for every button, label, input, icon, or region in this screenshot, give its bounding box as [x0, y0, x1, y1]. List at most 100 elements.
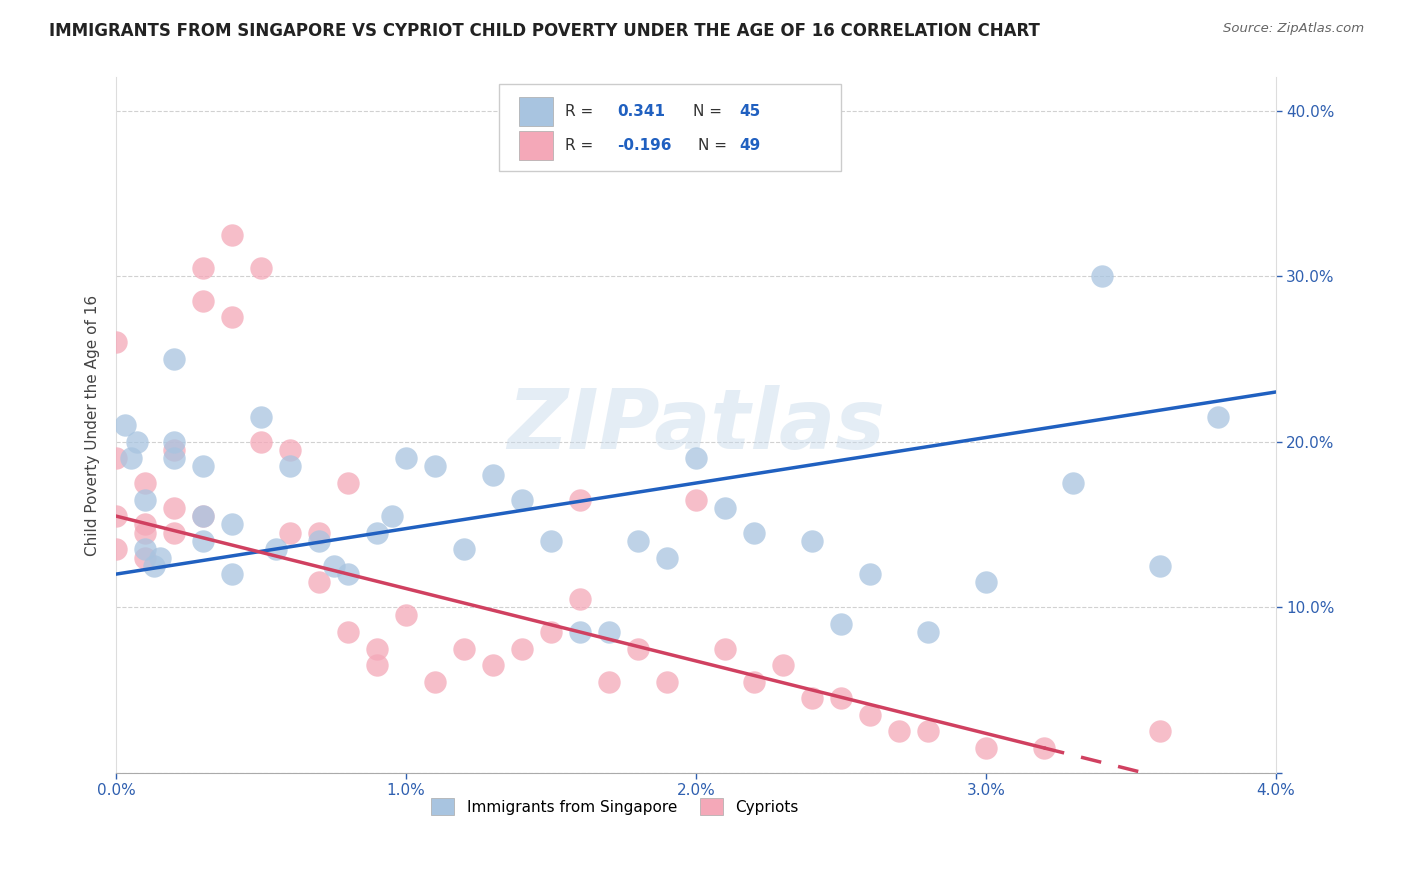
Point [250, 434, 273, 449]
Text: -0.196: -0.196 [617, 138, 672, 153]
Point [1149, 558, 1171, 573]
Point [569, 492, 592, 507]
Point [540, 625, 562, 640]
Point [143, 558, 166, 573]
Point [569, 591, 592, 606]
Text: N =: N = [699, 138, 733, 153]
Point [322, 558, 344, 573]
Point [598, 674, 620, 689]
Point [772, 658, 794, 673]
Point [193, 509, 215, 524]
Point [540, 533, 562, 548]
Point [830, 691, 852, 706]
Point [337, 625, 360, 640]
Point [149, 550, 172, 565]
Point [278, 442, 301, 457]
Point [163, 434, 186, 449]
Point [114, 418, 136, 433]
Point [859, 707, 882, 722]
Point [714, 500, 737, 515]
Point [381, 509, 404, 524]
Point [337, 567, 360, 582]
Point [221, 310, 243, 325]
Point [887, 724, 910, 739]
Point [917, 625, 939, 640]
Point [337, 476, 360, 491]
Point [308, 575, 330, 590]
Point [134, 525, 156, 540]
Point [105, 509, 128, 524]
Point [974, 740, 997, 755]
Point [482, 658, 505, 673]
Text: R =: R = [565, 104, 603, 120]
Point [193, 533, 215, 548]
Point [134, 476, 156, 491]
Point [510, 641, 533, 656]
Point [598, 625, 620, 640]
Point [250, 409, 273, 424]
Point [120, 451, 142, 466]
Legend: Immigrants from Singapore, Cypriots: Immigrants from Singapore, Cypriots [422, 789, 807, 824]
Point [655, 550, 678, 565]
Point [453, 542, 475, 557]
Text: 45: 45 [740, 104, 761, 120]
Point [163, 351, 186, 366]
Point [453, 641, 475, 656]
Point [278, 459, 301, 474]
Point [163, 442, 186, 457]
Text: ZIPatlas: ZIPatlas [508, 384, 884, 466]
Point [1062, 476, 1084, 491]
Text: 49: 49 [740, 138, 761, 153]
Point [742, 525, 765, 540]
Point [105, 451, 128, 466]
Text: Source: ZipAtlas.com: Source: ZipAtlas.com [1223, 22, 1364, 36]
Point [482, 467, 505, 482]
FancyBboxPatch shape [499, 85, 841, 171]
Point [163, 500, 186, 515]
Point [366, 658, 388, 673]
Point [250, 260, 273, 275]
Point [395, 608, 418, 623]
Point [685, 492, 707, 507]
Point [627, 641, 650, 656]
Point [510, 492, 533, 507]
Point [308, 525, 330, 540]
Point [655, 674, 678, 689]
Point [163, 525, 186, 540]
Point [1206, 409, 1229, 424]
Point [193, 293, 215, 308]
Point [134, 550, 156, 565]
Point [395, 451, 418, 466]
Text: IMMIGRANTS FROM SINGAPORE VS CYPRIOT CHILD POVERTY UNDER THE AGE OF 16 CORRELATI: IMMIGRANTS FROM SINGAPORE VS CYPRIOT CHI… [49, 22, 1040, 40]
Point [714, 641, 737, 656]
Point [308, 533, 330, 548]
Point [801, 533, 824, 548]
Point [221, 517, 243, 532]
FancyBboxPatch shape [519, 131, 554, 160]
Point [264, 542, 287, 557]
Point [1091, 269, 1114, 284]
Point [423, 459, 446, 474]
Text: N =: N = [693, 104, 727, 120]
Point [134, 517, 156, 532]
Point [221, 227, 243, 242]
Text: R =: R = [565, 138, 598, 153]
Point [221, 567, 243, 582]
Point [917, 724, 939, 739]
Point [163, 451, 186, 466]
Y-axis label: Child Poverty Under the Age of 16: Child Poverty Under the Age of 16 [86, 294, 100, 556]
Point [366, 641, 388, 656]
Point [569, 625, 592, 640]
Point [801, 691, 824, 706]
Point [193, 260, 215, 275]
Point [134, 542, 156, 557]
Point [742, 674, 765, 689]
Point [105, 542, 128, 557]
Point [1149, 724, 1171, 739]
Point [125, 434, 148, 449]
Point [685, 451, 707, 466]
Point [134, 492, 156, 507]
Point [105, 335, 128, 350]
Point [423, 674, 446, 689]
Point [193, 509, 215, 524]
